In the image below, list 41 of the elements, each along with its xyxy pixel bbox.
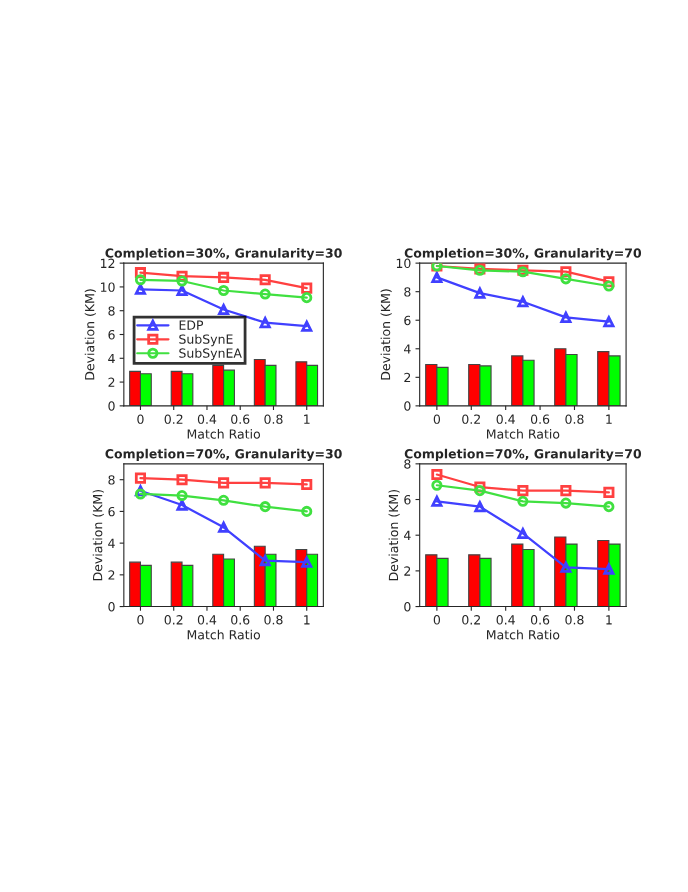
point bbox=[176, 284, 188, 297]
point bbox=[176, 490, 188, 502]
point bbox=[218, 477, 230, 489]
point bbox=[176, 499, 188, 511]
point bbox=[560, 311, 572, 323]
point bbox=[218, 303, 230, 316]
point bbox=[301, 320, 313, 332]
point bbox=[560, 485, 572, 497]
point bbox=[134, 472, 147, 484]
point bbox=[431, 479, 443, 491]
point bbox=[603, 501, 615, 513]
point bbox=[259, 274, 271, 286]
point bbox=[176, 275, 188, 287]
point bbox=[176, 270, 188, 282]
point bbox=[301, 556, 313, 568]
point bbox=[259, 477, 271, 489]
point bbox=[560, 273, 572, 285]
point bbox=[259, 501, 271, 513]
point bbox=[218, 521, 230, 533]
point bbox=[176, 474, 188, 486]
point bbox=[218, 271, 230, 283]
point bbox=[134, 267, 147, 279]
point bbox=[431, 495, 443, 507]
point bbox=[517, 495, 529, 507]
point bbox=[301, 282, 313, 294]
point bbox=[301, 478, 313, 491]
point bbox=[560, 266, 572, 278]
point bbox=[517, 527, 529, 539]
point bbox=[431, 468, 443, 481]
point bbox=[218, 284, 230, 297]
point bbox=[134, 274, 147, 286]
point bbox=[218, 494, 230, 506]
point bbox=[431, 271, 443, 283]
point bbox=[259, 288, 271, 300]
point bbox=[560, 497, 572, 509]
point bbox=[517, 485, 529, 497]
point bbox=[301, 292, 313, 304]
point bbox=[301, 505, 313, 517]
point bbox=[603, 486, 615, 498]
point bbox=[134, 283, 147, 295]
point bbox=[560, 561, 572, 573]
